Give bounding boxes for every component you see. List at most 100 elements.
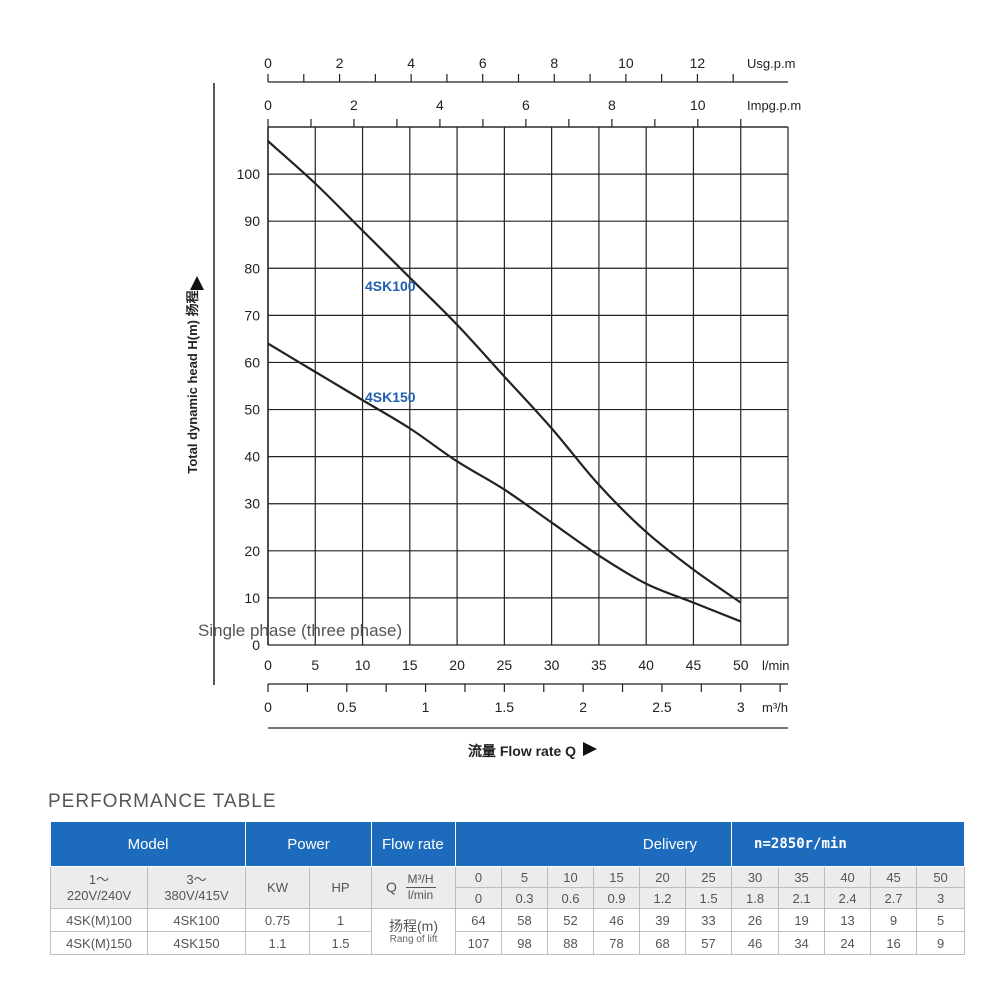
- secondary-unit-label: Impg.p.m: [747, 98, 801, 113]
- x-tick-label: 30: [544, 657, 560, 673]
- flow-m3h-cell: 5: [501, 866, 549, 888]
- flow-rate-header: Flow rate: [371, 821, 457, 867]
- q-unit-lmin: l/min: [407, 888, 434, 902]
- lift-cell: 39: [639, 908, 687, 932]
- series-line-4sk150: [267, 342, 742, 623]
- lift-cell: 33: [685, 908, 733, 932]
- flow-lmin-cell: 2.4: [824, 887, 872, 909]
- y-tick-label: 30: [244, 496, 260, 512]
- secondary-tick-label: 4: [407, 55, 415, 71]
- lift-cell: 68: [639, 931, 687, 955]
- y-tick-label: 50: [244, 402, 260, 418]
- kw-header: KW: [245, 866, 311, 909]
- lift-cell: 107: [455, 931, 503, 955]
- secondary-tick-label: 3: [737, 699, 745, 715]
- q-unit-header: Q M³/H l/min: [371, 866, 457, 909]
- series-label-4sk100: 4SK100: [365, 278, 416, 294]
- secondary-tick-label: 10: [690, 97, 706, 113]
- x-unit-label: l/min: [762, 658, 789, 673]
- table-row: 4SK(M)150 4SK150 1.1 1.5 107 98 88 78 68 57 46…: [50, 931, 966, 955]
- flow-lmin-cell: 1.5: [685, 887, 733, 909]
- x-tick-label: 40: [638, 657, 654, 673]
- lift-cell: 52: [547, 908, 595, 932]
- x-axis-title: 流量 Flow rate Q: [468, 743, 576, 759]
- secondary-unit-label: m³/h: [762, 700, 788, 715]
- lift-cell: 34: [778, 931, 826, 955]
- series-line-4sk100: [267, 140, 742, 604]
- x-tick-label: 10: [355, 657, 371, 673]
- chart-axes: [213, 74, 788, 729]
- secondary-tick-label: 8: [608, 97, 616, 113]
- x-tick-label: 5: [311, 657, 319, 673]
- secondary-tick-label: 6: [522, 97, 530, 113]
- secondary-tick-label: 12: [690, 55, 706, 71]
- y-tick-label: 90: [244, 213, 260, 229]
- delivery-header: Delivery: [455, 821, 733, 867]
- flow-lmin-cell: 2.7: [870, 887, 918, 909]
- x-tick-label: 0: [264, 657, 272, 673]
- phase-note: Single phase (three phase): [198, 621, 402, 640]
- performance-table-title: PERFORMANCE TABLE: [48, 791, 277, 812]
- y-tick-label: 60: [244, 354, 260, 370]
- lift-cell: 64: [455, 908, 503, 932]
- flow-lmin-cell: 0.6: [547, 887, 595, 909]
- flow-lmin-cell: 2.1: [778, 887, 826, 909]
- chart-labels: 0 5 10 15 20 25 30 35 40 45 50 l/min010203040506070…: [185, 55, 801, 759]
- power-hp: 1: [309, 908, 373, 932]
- y-tick-label: 80: [244, 260, 260, 276]
- y-tick-label: 70: [244, 307, 260, 323]
- lift-cell: 16: [870, 931, 918, 955]
- flow-m3h-cell: 20: [639, 866, 687, 888]
- lift-cell: 98: [501, 931, 549, 955]
- lift-cell: 9: [870, 908, 918, 932]
- lift-label-cell: 扬程(m) Rang of lift: [371, 908, 457, 955]
- q-fraction: M³/H l/min: [405, 872, 436, 903]
- lift-cell: 24: [824, 931, 872, 955]
- lift-cell: 13: [824, 908, 872, 932]
- flow-m3h-cell: 0: [455, 866, 503, 888]
- pump-performance-chart: 0 5 10 15 20 25 30 35 40 45 50 l/min010203040506070…: [185, 55, 801, 759]
- model-three: 4SK150: [146, 931, 247, 955]
- lift-cell: 58: [501, 908, 549, 932]
- flow-m3h-cell: 25: [685, 866, 733, 888]
- flow-m3h-cell: 30: [731, 866, 780, 888]
- flow-m3h-cell: 15: [593, 866, 641, 888]
- secondary-tick-label: 0.5: [337, 699, 357, 715]
- hp-header: HP: [309, 866, 373, 909]
- table-row: 4SK(M)100 4SK100 0.75 1 扬程(m) Rang of li…: [50, 908, 966, 955]
- lift-cell: 26: [731, 908, 780, 932]
- lift-cell: 46: [593, 908, 641, 932]
- lift-label: 扬程(m): [389, 917, 439, 934]
- single-phase-header: 1～ 220V/240V: [50, 866, 148, 909]
- flow-m3h-cell: 40: [824, 866, 872, 888]
- flow-lmin-cell: 1.2: [639, 887, 687, 909]
- secondary-tick-label: 10: [618, 55, 634, 71]
- secondary-tick-label: 2.5: [652, 699, 672, 715]
- series-label-4sk150: 4SK150: [365, 389, 416, 405]
- table-header-row: Model Power Flow rate Delivery n=2850r/m…: [49, 821, 966, 867]
- secondary-tick-label: 2: [336, 55, 344, 71]
- secondary-tick-label: 4: [436, 97, 444, 113]
- lift-cell: 9: [916, 931, 966, 955]
- flow-lmin-cell: 3: [916, 887, 966, 909]
- power-hp: 1.5: [309, 931, 373, 955]
- secondary-tick-label: 1: [422, 699, 430, 715]
- flow-lmin-cell: 1.8: [731, 887, 780, 909]
- secondary-tick-label: 2: [350, 97, 358, 113]
- x-tick-label: 20: [449, 657, 465, 673]
- secondary-tick-label: 0: [264, 55, 272, 71]
- secondary-tick-label: 2: [579, 699, 587, 715]
- flow-lmin-cell: 0.3: [501, 887, 549, 909]
- flow-m3h-cell: 45: [870, 866, 918, 888]
- secondary-tick-label: 1.5: [495, 699, 515, 715]
- secondary-unit-label: Usg.p.m: [747, 56, 795, 71]
- x-tick-label: 45: [686, 657, 702, 673]
- y-tick-label: 0: [252, 637, 260, 653]
- model-single: 4SK(M)100: [50, 908, 148, 932]
- y-axis-arrow-icon: [190, 276, 204, 290]
- table-row: 1～ 220V/240V 3～ 380V/415V KW HP Q M³/H l…: [50, 866, 966, 909]
- lift-cell: 88: [547, 931, 595, 955]
- flow-lmin-cell: 0.9: [593, 887, 641, 909]
- chart-grid: [267, 126, 789, 646]
- y-tick-label: 40: [244, 449, 260, 465]
